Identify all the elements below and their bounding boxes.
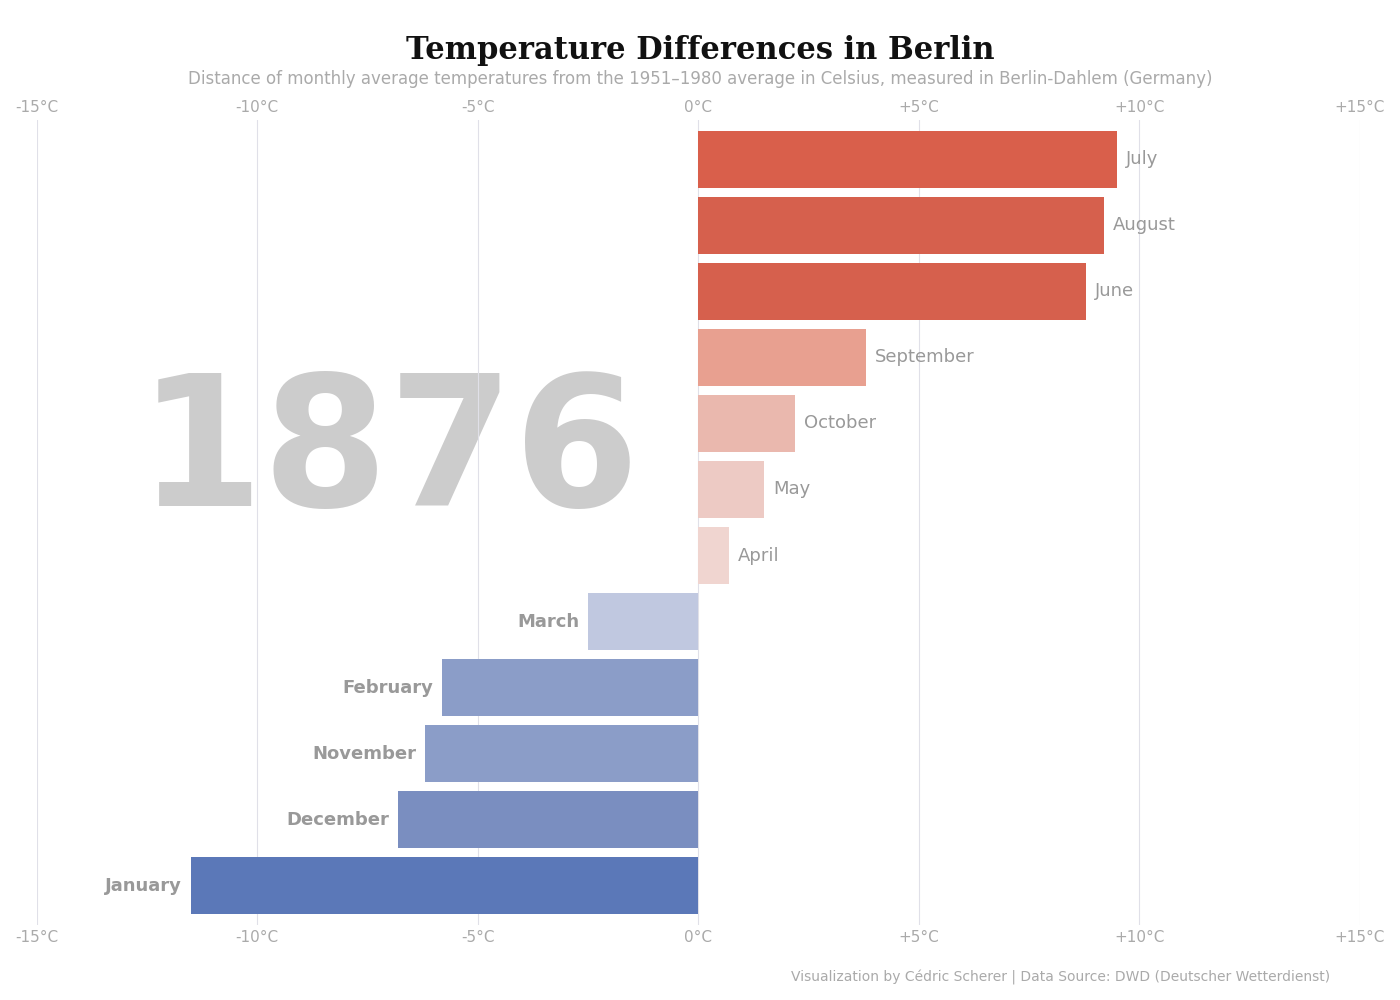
Bar bbox=[699, 131, 1117, 188]
Text: April: April bbox=[738, 547, 780, 565]
Bar bbox=[190, 857, 699, 914]
Bar bbox=[699, 197, 1105, 254]
Text: May: May bbox=[773, 480, 811, 498]
Text: March: March bbox=[517, 613, 580, 631]
Text: November: November bbox=[312, 745, 416, 763]
Text: July: July bbox=[1126, 150, 1158, 168]
Text: January: January bbox=[105, 877, 182, 895]
Text: December: December bbox=[287, 811, 389, 829]
Bar bbox=[442, 659, 699, 716]
Bar bbox=[699, 329, 865, 386]
Text: June: June bbox=[1095, 282, 1134, 300]
Bar bbox=[699, 527, 729, 584]
Bar bbox=[588, 593, 699, 650]
Text: 1876: 1876 bbox=[139, 368, 641, 544]
Bar bbox=[699, 395, 795, 452]
Bar bbox=[424, 725, 699, 782]
Text: Visualization by Cédric Scherer | Data Source: DWD (Deutscher Wetterdienst): Visualization by Cédric Scherer | Data S… bbox=[791, 970, 1330, 985]
Text: September: September bbox=[875, 348, 974, 366]
Bar bbox=[699, 461, 764, 518]
Bar bbox=[699, 263, 1086, 320]
Text: August: August bbox=[1113, 216, 1176, 234]
Text: Distance of monthly average temperatures from the 1951–1980 average in Celsius, : Distance of monthly average temperatures… bbox=[188, 70, 1212, 88]
Text: February: February bbox=[343, 679, 434, 697]
Bar bbox=[398, 791, 699, 848]
Text: Temperature Differences in Berlin: Temperature Differences in Berlin bbox=[406, 35, 994, 66]
Text: October: October bbox=[804, 414, 876, 432]
